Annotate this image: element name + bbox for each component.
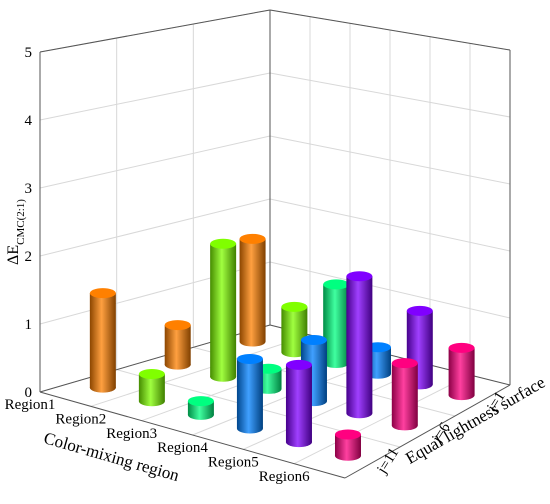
bar [89,293,116,388]
z-axis-title-sub: CMC(2:1) [15,199,27,245]
grid-line [39,135,271,189]
bar [239,238,266,342]
bar [448,347,475,396]
z-tick-label: 3 [25,181,33,197]
z-axis-title: ΔECMC(2:1) [5,199,27,265]
x-tick-label: Region3 [106,426,157,442]
x-tick-label: Region5 [208,455,259,471]
bar-top [448,342,475,353]
frame-edge [269,9,511,51]
z-axis-title-main: ΔE [5,245,22,265]
bar-top [138,368,165,379]
bar-top [89,288,116,299]
bar [285,364,312,443]
bar-top [187,396,214,407]
bar [334,434,361,456]
z-tick-label: 0 [25,385,33,401]
bar-top [236,353,263,364]
z-tick-label: 1 [25,317,33,333]
bar-top [239,233,266,244]
bar-top [164,320,191,331]
y-tick-label: j=11 [374,445,402,477]
bar-top [210,238,237,249]
bar [210,243,237,377]
floor-grid [293,374,471,465]
bar [391,363,418,426]
bar-top [346,271,373,282]
frame-edge [344,384,511,479]
bars [89,233,475,461]
bar [236,358,263,429]
bar-top [334,429,361,440]
x-tick-label: Region2 [55,412,106,428]
bar-top [323,279,350,290]
x-tick-label: Region4 [157,440,208,456]
bar [346,276,373,414]
bar-top [391,358,418,369]
bar-top [406,305,433,316]
bar-top [300,335,327,346]
walls [39,9,511,479]
bar [164,325,191,365]
frame-edge [39,9,271,53]
grid-line [39,198,271,257]
x-tick-label: Region1 [5,397,56,413]
z-tick-label: 2 [25,249,33,265]
bar [323,284,350,363]
bar-top [281,301,308,312]
z-tick-label: 4 [25,113,33,129]
floor-grid [90,334,311,407]
bar-top [285,359,312,370]
frame-edge [39,391,346,479]
x-tick-label: Region6 [259,469,310,485]
z-tick-label: 5 [25,45,33,61]
grid-line [39,72,271,121]
